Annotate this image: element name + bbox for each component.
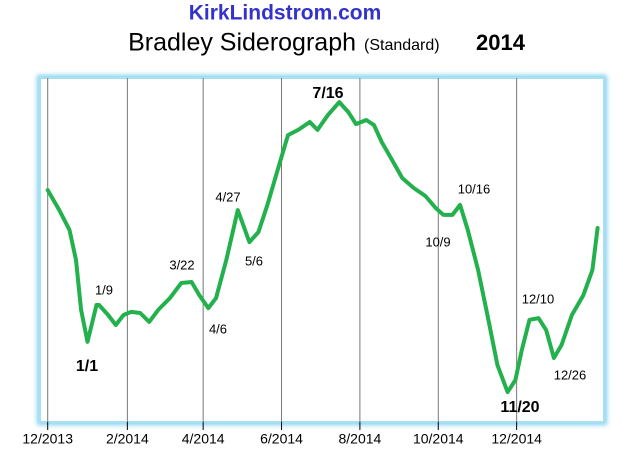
line xyxy=(45,100,600,395)
title-note: (Standard) xyxy=(364,37,440,54)
annotation: 4/27 xyxy=(215,189,240,204)
annotation: 7/16 xyxy=(312,85,343,102)
annotation: 5/6 xyxy=(245,253,263,268)
annotation: 4/6 xyxy=(209,321,227,336)
chart-title: Bradley Siderograph xyxy=(128,29,356,57)
x-tick-label: 12/2014 xyxy=(491,431,542,447)
title-year: 2014 xyxy=(476,30,526,55)
x-tick-label: 2/2014 xyxy=(106,431,149,447)
x-tick-label: 4/2014 xyxy=(182,431,225,447)
source: KirkLindstrom.com xyxy=(189,2,382,25)
annotation: 12/10 xyxy=(522,291,555,306)
x-tick-label: 6/2014 xyxy=(260,431,303,447)
x-tick-label: 10/2014 xyxy=(413,431,464,447)
annotation: 11/20 xyxy=(500,399,539,416)
annotation: 10/16 xyxy=(458,181,491,196)
x-tick-label: 8/2014 xyxy=(338,431,381,447)
annotation: 1/9 xyxy=(95,282,113,297)
annotation: 12/26 xyxy=(554,367,587,382)
annotation: 10/9 xyxy=(425,234,450,249)
annotation: 1/1 xyxy=(76,358,98,375)
plot-area xyxy=(39,77,605,423)
annotation: 3/22 xyxy=(169,257,194,272)
x-tick-label: 12/2013 xyxy=(22,431,73,447)
